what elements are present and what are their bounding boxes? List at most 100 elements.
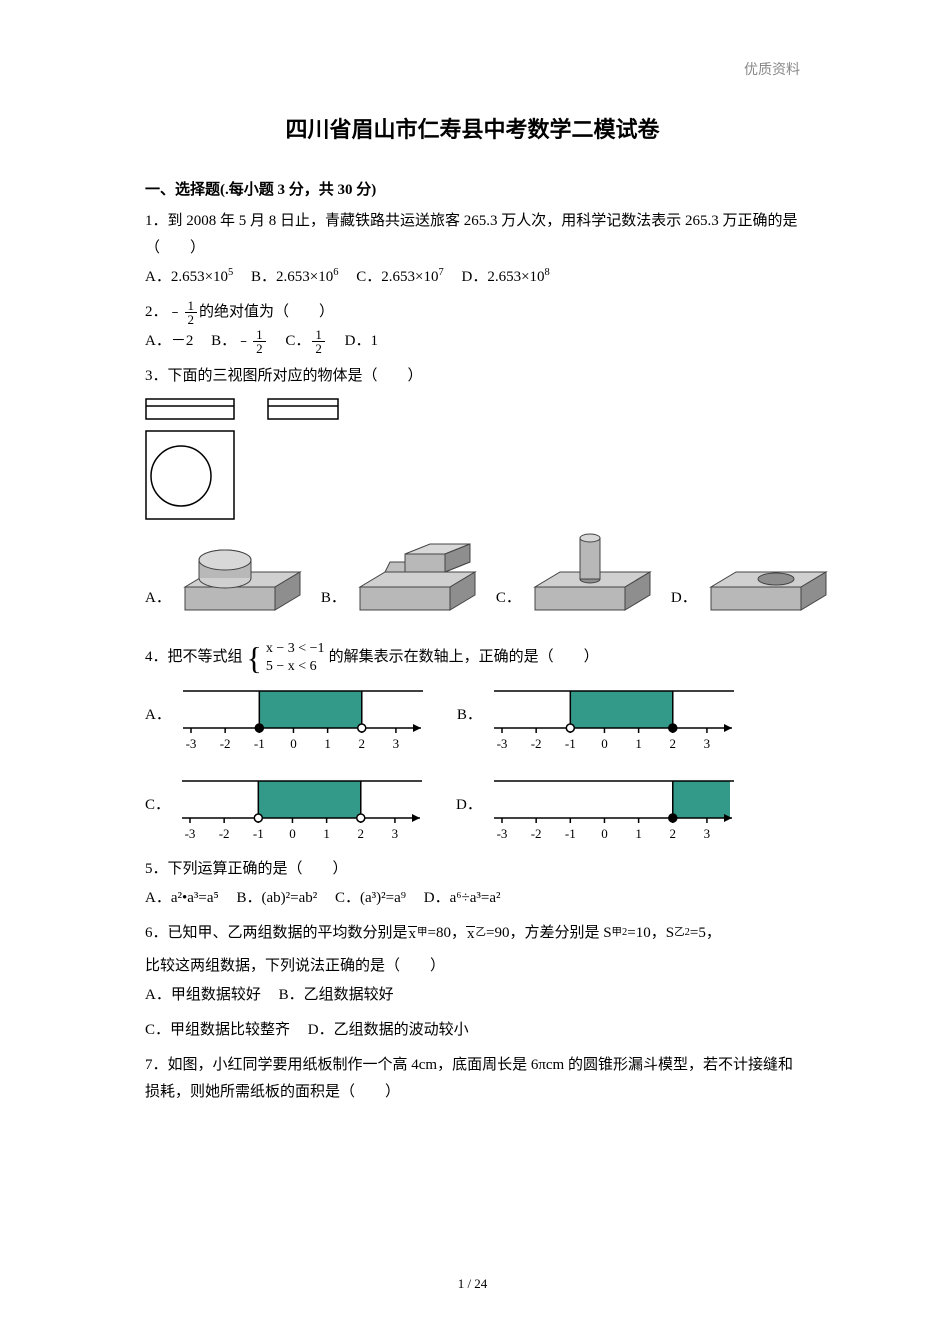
q4-nline-c-icon: -3 -2 -1 0 1 2 3 — [176, 776, 426, 846]
q6-xbar2: x — [466, 926, 476, 942]
q2-opt-c: C．12 — [285, 328, 327, 355]
q2-opt-b: B．﹣12 — [211, 328, 268, 355]
svg-text:-3: -3 — [496, 736, 507, 751]
q4-opt-c: C． -3-2-10123 — [145, 776, 426, 846]
svg-text:-3: -3 — [496, 826, 507, 841]
question-7: 7．如图，小红同学要用纸板制作一个高 4cm，底面周长是 6πcm 的圆锥形漏斗… — [145, 1052, 800, 1106]
svg-text:0: 0 — [290, 736, 297, 751]
svg-text:1: 1 — [323, 826, 330, 841]
svg-text:3: 3 — [392, 826, 399, 841]
svg-text:2: 2 — [669, 826, 676, 841]
q4-opt-b: B． -3-2-10123 — [457, 686, 738, 756]
svg-text:0: 0 — [601, 826, 608, 841]
q4-nline-a-icon: -3 -2 -1 0 1 2 3 — [177, 686, 427, 756]
q6-options-1: A．甲组数据较好 B．乙组数据较好 — [145, 982, 800, 1009]
q6-seq1: =10，S — [627, 920, 674, 947]
page-footer: 1 / 24 — [0, 1274, 945, 1295]
q1-opt-c: C．2.653×107 — [356, 264, 443, 291]
q6-opt-c: C．甲组数据比较整齐 — [145, 1017, 290, 1044]
question-1: 1．到 2008 年 5 月 8 日止，青藏铁路共运送旅客 265.3 万人次，… — [145, 208, 800, 291]
q4-number-lines: A． -3-2-10123 B． -3-2-10123 C． -3-2-1012… — [145, 686, 800, 846]
q6-ssub1: 甲 — [612, 924, 623, 943]
q6-sub2: 乙 — [475, 924, 486, 943]
svg-text:1: 1 — [635, 826, 642, 841]
q1-opt-a: A．2.653×105 — [145, 264, 233, 291]
svg-text:-3: -3 — [185, 736, 196, 751]
question-4: 4．把不等式组 { x − 3 < −1 5 − x < 6 的解集表示在数轴上… — [145, 640, 800, 846]
q4-opt-a: A． -3-2-10123 — [145, 686, 427, 756]
svg-text:0: 0 — [289, 826, 296, 841]
q1-opt-b: B．2.653×106 — [251, 264, 338, 291]
q4-suffix: 的解集表示在数轴上，正确的是（ ） — [329, 644, 599, 671]
q2-opt-a: A．－2 — [145, 328, 193, 355]
q5-text: 5．下列运算正确的是（ ） — [145, 856, 800, 883]
q5-opt-a: A．a²•a³=a⁵ — [145, 885, 219, 912]
q6-eq1: =80， — [428, 920, 466, 947]
svg-text:-1: -1 — [253, 826, 264, 841]
q5-options: A．a²•a³=a⁵ B．(ab)²=ab² C．(a³)²=a⁹ D．a⁶÷a… — [145, 885, 800, 912]
q6-opt-d: D．乙组数据的波动较小 — [308, 1017, 469, 1044]
q3-opt-b: B． — [321, 542, 480, 622]
q3-solid-a-icon — [175, 542, 305, 622]
q4-brace: { x − 3 < −1 5 − x < 6 — [247, 640, 325, 676]
q3-solid-d-icon — [701, 552, 831, 622]
svg-text:-1: -1 — [565, 736, 576, 751]
svg-text:1: 1 — [635, 736, 642, 751]
q2-fraction: 1 2 — [185, 299, 198, 326]
q6-text-a: 6．已知甲、乙两组数据的平均数分别是 — [145, 920, 408, 947]
svg-text:0: 0 — [601, 736, 608, 751]
q5-opt-b: B．(ab)²=ab² — [237, 885, 318, 912]
q6-ssub2: 乙 — [674, 924, 685, 943]
question-3: 3．下面的三视图所对应的物体是（ ） A． B． — [145, 363, 800, 622]
svg-text:3: 3 — [393, 736, 400, 751]
q6-xbar1: x — [408, 926, 418, 942]
q6-options-2: C．甲组数据比较整齐 D．乙组数据的波动较小 — [145, 1017, 800, 1044]
q1-opt-d: D．2.653×108 — [461, 264, 549, 291]
svg-text:-2: -2 — [531, 826, 542, 841]
q7-text: 7．如图，小红同学要用纸板制作一个高 4cm，底面周长是 6πcm 的圆锥形漏斗… — [145, 1052, 800, 1106]
q3-solid-c-icon — [525, 532, 655, 622]
svg-text:-2: -2 — [531, 736, 542, 751]
question-2: 2．﹣ 1 2 的绝对值为（ ） A．－2 B．﹣12 C．12 D．1 — [145, 299, 800, 355]
svg-text:3: 3 — [704, 826, 711, 841]
q3-side-view-icon — [267, 398, 341, 422]
q3-solids: A． B． C． — [145, 532, 800, 622]
svg-text:2: 2 — [358, 736, 365, 751]
q6-sub1: 甲 — [417, 924, 428, 943]
watermark: 优质资料 — [145, 60, 800, 82]
q2-opt-d: D．1 — [345, 328, 378, 355]
svg-text:-1: -1 — [254, 736, 265, 751]
q3-opt-d: D． — [671, 552, 831, 622]
svg-text:3: 3 — [704, 736, 711, 751]
svg-text:1: 1 — [324, 736, 331, 751]
q3-text: 3．下面的三视图所对应的物体是（ ） — [145, 363, 800, 390]
q1-options: A．2.653×105 B．2.653×106 C．2.653×107 D．2.… — [145, 264, 800, 291]
q6-text-b: 比较这两组数据，下列说法正确的是（ ） — [145, 953, 800, 980]
q3-solid-b-icon — [350, 542, 480, 622]
q5-opt-c: C．(a³)²=a⁹ — [335, 885, 406, 912]
q3-top-view-icon — [145, 430, 237, 522]
svg-text:2: 2 — [358, 826, 365, 841]
q4-nline-d-icon: -3-2-10123 — [488, 776, 738, 846]
q3-opt-a: A． — [145, 542, 305, 622]
q5-opt-d: D．a⁶÷a³=a² — [424, 885, 501, 912]
q2-prefix: 2．﹣ — [145, 299, 183, 326]
q6-seq2: =5， — [690, 920, 721, 947]
q4-prefix: 4．把不等式组 — [145, 644, 243, 671]
page-title: 四川省眉山市仁寿县中考数学二模试卷 — [145, 112, 800, 147]
q3-three-views — [145, 398, 800, 522]
question-6: 6．已知甲、乙两组数据的平均数分别是 x 甲 =80， x 乙 =90，方差分别… — [145, 920, 800, 1044]
svg-text:-3: -3 — [185, 826, 196, 841]
svg-text:-2: -2 — [219, 826, 230, 841]
q1-text: 1．到 2008 年 5 月 8 日止，青藏铁路共运送旅客 265.3 万人次，… — [145, 208, 800, 262]
q6-opt-b: B．乙组数据较好 — [279, 982, 394, 1009]
q2-suffix: 的绝对值为（ ） — [199, 299, 334, 326]
q3-opt-c: C． — [496, 532, 655, 622]
q6-eq2: =90，方差分别是 S — [486, 920, 612, 947]
question-5: 5．下列运算正确的是（ ） A．a²•a³=a⁵ B．(ab)²=ab² C．(… — [145, 856, 800, 912]
section-1-title: 一、选择题(.每小题 3 分，共 30 分) — [145, 178, 800, 202]
q2-options: A．－2 B．﹣12 C．12 D．1 — [145, 328, 800, 355]
q4-nline-b-icon: -3-2-10123 — [488, 686, 738, 756]
svg-text:-2: -2 — [220, 736, 231, 751]
q4-opt-d: D． -3-2-10123 — [456, 776, 738, 846]
